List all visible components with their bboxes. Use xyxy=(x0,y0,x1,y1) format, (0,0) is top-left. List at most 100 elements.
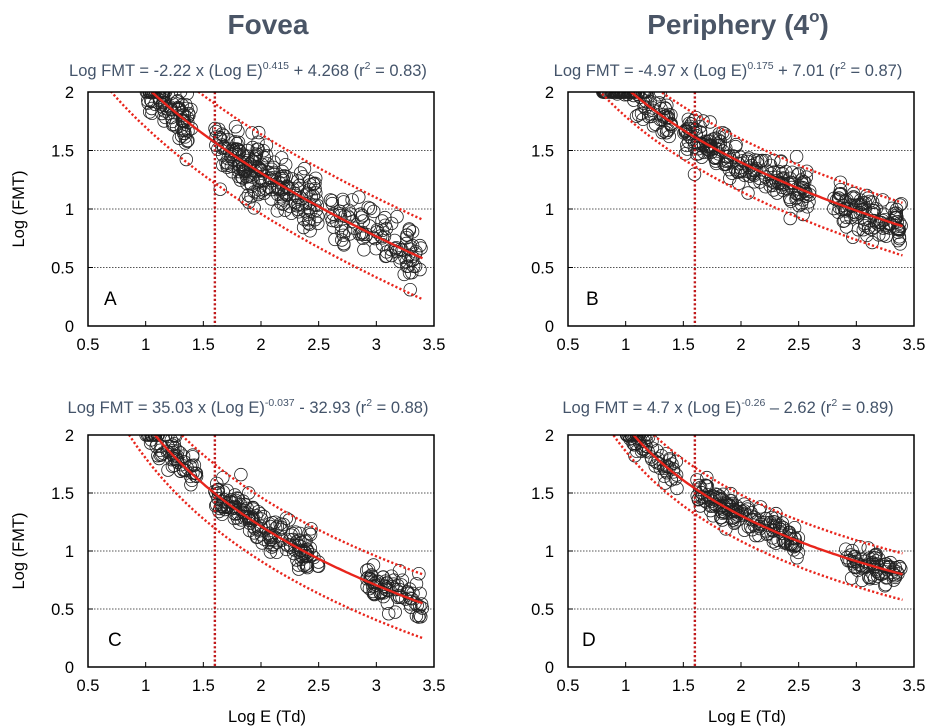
x-tick-label: 1.5 xyxy=(672,336,695,354)
data-point xyxy=(718,157,733,171)
data-point xyxy=(284,206,299,221)
data-point xyxy=(637,96,651,110)
data-point xyxy=(307,550,321,565)
data-point xyxy=(156,92,170,99)
column-title-fovea: Fovea xyxy=(228,9,309,40)
data-point xyxy=(638,92,652,99)
data-point xyxy=(787,521,802,535)
y-tick-label: 1.5 xyxy=(531,485,554,503)
data-point xyxy=(401,586,415,601)
data-point xyxy=(302,196,317,211)
data-point xyxy=(802,195,816,209)
y-tick-label: 0 xyxy=(65,659,74,677)
data-point xyxy=(308,181,322,196)
data-point xyxy=(704,141,719,156)
x-tick-label: 3 xyxy=(372,677,381,695)
data-point xyxy=(261,535,276,550)
fit-equation: Log FMT = -4.97 x (Log E)0.175 + 7.01 (r… xyxy=(554,60,903,80)
data-point xyxy=(299,534,313,548)
data-point xyxy=(413,608,427,623)
data-point xyxy=(774,155,788,169)
data-point xyxy=(323,193,338,207)
data-point xyxy=(800,200,815,214)
data-point xyxy=(618,92,632,99)
data-point xyxy=(376,570,390,585)
data-point xyxy=(889,202,904,217)
x-tick-label: 0.5 xyxy=(557,677,580,695)
x-tick-label: 3.5 xyxy=(423,336,446,354)
data-point xyxy=(308,212,322,227)
x-tick-label: 1 xyxy=(621,336,630,354)
data-point xyxy=(279,542,294,557)
data-point xyxy=(187,458,202,472)
data-point xyxy=(855,573,869,588)
data-point xyxy=(412,610,426,624)
data-point xyxy=(336,195,351,209)
data-point xyxy=(369,241,383,256)
data-point xyxy=(161,463,175,477)
data-point xyxy=(165,459,180,473)
data-point xyxy=(145,106,159,121)
data-point xyxy=(759,511,773,526)
data-point xyxy=(610,92,624,99)
data-point xyxy=(862,194,877,209)
data-point xyxy=(228,119,243,134)
data-point xyxy=(753,175,767,189)
data-point xyxy=(360,563,374,578)
data-point xyxy=(845,543,859,558)
data-point xyxy=(368,587,382,601)
y-axis-label: Log (FMT) xyxy=(10,170,28,247)
data-point xyxy=(366,558,381,572)
lower-band-curve xyxy=(611,435,903,601)
x-tick-label: 3 xyxy=(852,336,861,354)
data-point xyxy=(279,157,293,172)
data-point xyxy=(713,135,728,149)
data-point xyxy=(270,545,284,560)
upper-band-curve xyxy=(196,92,424,221)
data-point xyxy=(142,105,157,119)
y-tick-label: 1 xyxy=(65,201,74,219)
data-point xyxy=(382,607,396,621)
data-point xyxy=(700,470,714,485)
y-tick-label: 0 xyxy=(65,318,74,336)
data-point xyxy=(165,438,180,452)
y-axis-label: Log (FMT) xyxy=(10,512,28,589)
fit-equation: Log FMT = 35.03 x (Log E)-0.037 - 32.93 … xyxy=(68,397,429,417)
data-point xyxy=(395,573,410,587)
data-point xyxy=(290,174,305,188)
data-point xyxy=(166,117,181,131)
data-point xyxy=(379,574,393,588)
data-point xyxy=(403,283,417,297)
data-point xyxy=(836,214,851,229)
y-tick-label: 0.5 xyxy=(51,260,74,278)
x-tick-label: 2 xyxy=(256,336,265,354)
data-point xyxy=(784,194,798,208)
data-point xyxy=(625,435,639,446)
data-point xyxy=(303,224,317,238)
data-point xyxy=(378,210,392,225)
data-point xyxy=(634,439,649,453)
fit-equation: Log FMT = 4.7 x (Log E)-0.26 – 2.62 (r2 … xyxy=(562,397,893,417)
data-point xyxy=(768,511,783,526)
fit-equation: Log FMT = -2.22 x (Log E)0.415 + 4.268 (… xyxy=(69,60,427,80)
x-tick-label: 2.5 xyxy=(307,677,330,695)
data-point xyxy=(648,117,663,131)
data-point xyxy=(156,96,170,110)
data-point xyxy=(669,468,684,482)
data-point xyxy=(797,183,811,198)
data-point xyxy=(692,146,706,161)
y-tick-label: 1 xyxy=(545,543,554,561)
data-point xyxy=(147,92,161,99)
data-point xyxy=(758,153,773,168)
data-point xyxy=(698,478,712,492)
data-point xyxy=(274,151,289,165)
data-point xyxy=(715,513,730,527)
panel-c: Log FMT = 35.03 x (Log E)-0.037 - 32.93 … xyxy=(10,397,446,726)
data-point xyxy=(763,158,778,173)
x-tick-label: 3.5 xyxy=(423,677,446,695)
data-point xyxy=(375,231,390,245)
data-point xyxy=(293,166,308,180)
data-point xyxy=(325,196,340,211)
x-tick-label: 2 xyxy=(736,677,745,695)
upper-band-curve xyxy=(652,435,903,555)
